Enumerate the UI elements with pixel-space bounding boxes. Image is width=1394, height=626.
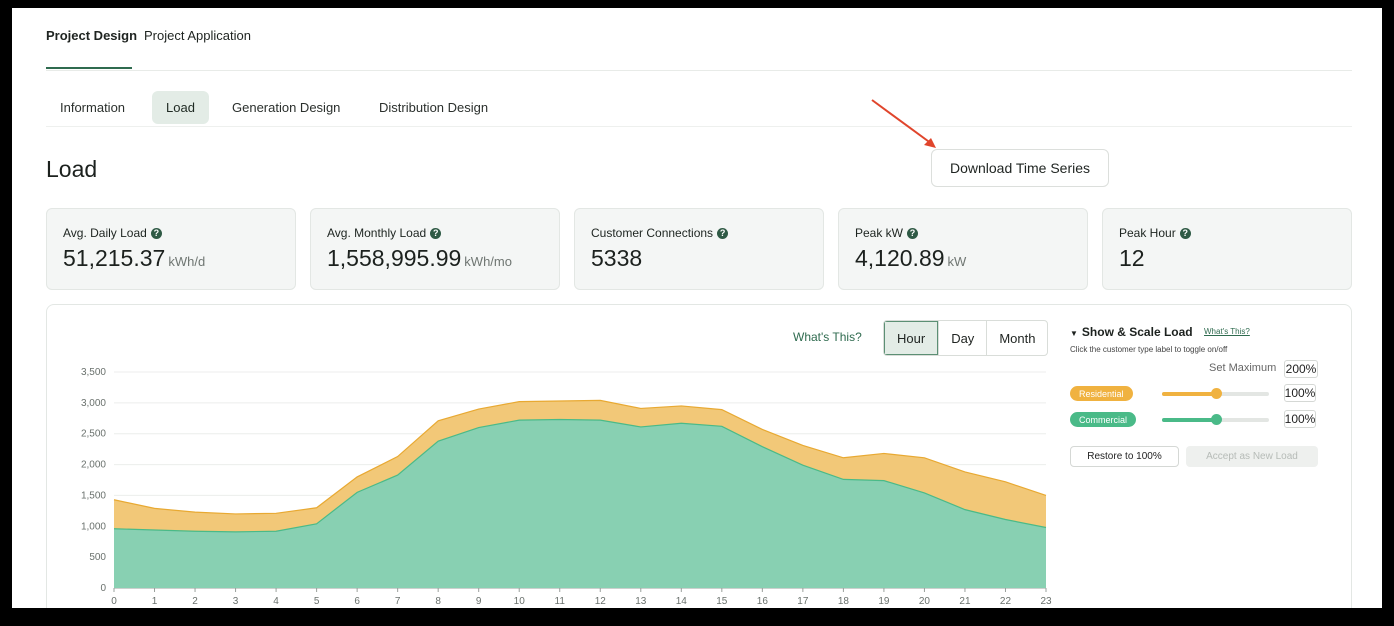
x-tick-label: 22 bbox=[1000, 596, 1012, 607]
subtab-generation-design[interactable]: Generation Design bbox=[232, 100, 341, 115]
scale-panel-title[interactable]: ▼ Show & Scale Load bbox=[1070, 325, 1193, 339]
commercial-slider[interactable] bbox=[1162, 414, 1269, 425]
set-maximum-label: Set Maximum bbox=[1209, 362, 1277, 374]
help-icon[interactable]: ? bbox=[430, 227, 442, 239]
x-tick-label: 11 bbox=[555, 596, 566, 607]
stat-value: 5338 bbox=[591, 245, 643, 271]
y-tick-label: 0 bbox=[100, 583, 106, 594]
top-nav: Project Design Project Application bbox=[46, 28, 1352, 71]
residential-slider-fill bbox=[1162, 392, 1216, 396]
series-line-commercial bbox=[113, 418, 1047, 533]
series-area-residential bbox=[114, 400, 1046, 532]
x-tick-label: 19 bbox=[878, 596, 890, 607]
scale-panel-hint: Click the customer type label to toggle … bbox=[1070, 345, 1228, 354]
x-tick-label: 23 bbox=[1040, 596, 1052, 607]
annotation-arrow-icon bbox=[871, 99, 936, 148]
stat-value: 51,215.37 bbox=[63, 245, 166, 271]
series-line-residential bbox=[113, 399, 1047, 515]
month-button[interactable]: Month bbox=[986, 321, 1047, 355]
help-icon[interactable]: ? bbox=[907, 227, 919, 239]
x-tick-label: 7 bbox=[395, 596, 401, 607]
y-tick-label: 2,000 bbox=[81, 460, 106, 471]
y-tick-label: 3,500 bbox=[81, 367, 106, 378]
x-tick-label: 21 bbox=[959, 596, 971, 607]
x-tick-label: 6 bbox=[354, 596, 360, 607]
sub-nav: Information Load Generation Design Distr… bbox=[46, 80, 1352, 127]
x-tick-label: 12 bbox=[595, 596, 607, 607]
x-tick-label: 13 bbox=[635, 596, 647, 607]
set-maximum-input[interactable]: 200% bbox=[1284, 360, 1318, 378]
stat-value: 4,120.89 bbox=[855, 245, 945, 271]
y-tick-label: 1,000 bbox=[81, 521, 106, 532]
stat-unit: kWh/d bbox=[168, 254, 206, 269]
x-tick-label: 2 bbox=[192, 596, 198, 607]
page-title: Load bbox=[46, 156, 98, 182]
stat-unit: kW bbox=[947, 254, 967, 269]
subtab-distribution-design[interactable]: Distribution Design bbox=[379, 100, 489, 115]
residential-percent-input[interactable]: 100% bbox=[1284, 384, 1316, 402]
residential-slider-handle[interactable] bbox=[1210, 388, 1222, 399]
help-icon[interactable]: ? bbox=[150, 227, 162, 239]
y-tick-label: 3,000 bbox=[81, 398, 106, 409]
x-tick-label: 4 bbox=[273, 596, 279, 607]
day-button[interactable]: Day bbox=[938, 321, 986, 355]
commercial-toggle[interactable]: Commercial bbox=[1070, 412, 1137, 427]
stat-card-avg-daily-load: Avg. Daily Load? 51,215.37 kWh/d bbox=[46, 208, 296, 290]
stat-card-avg-monthly-load: Avg. Monthly Load? 1,558,995.99 kWh/mo bbox=[310, 208, 560, 290]
stat-label: Peak kW bbox=[855, 226, 904, 240]
caret-down-icon: ▼ bbox=[1070, 329, 1078, 338]
granularity-toggle: Hour Day Month bbox=[883, 320, 1049, 356]
help-icon[interactable]: ? bbox=[717, 227, 729, 239]
stat-card-customer-connections: Customer Connections? 5338 bbox=[574, 208, 824, 290]
x-tick-label: 15 bbox=[716, 596, 728, 607]
x-tick-label: 9 bbox=[476, 596, 482, 607]
y-tick-label: 500 bbox=[89, 552, 106, 563]
commercial-slider-fill bbox=[1162, 418, 1216, 422]
stat-unit: kWh/mo bbox=[464, 254, 512, 269]
x-tick-label: 0 bbox=[111, 596, 117, 607]
x-tick-label: 20 bbox=[919, 596, 931, 607]
stat-label: Customer Connections bbox=[591, 226, 714, 240]
download-time-series-button[interactable]: Download Time Series bbox=[931, 149, 1109, 187]
hour-button[interactable]: Hour bbox=[884, 321, 939, 355]
active-tab-underline bbox=[46, 67, 132, 69]
residential-slider[interactable] bbox=[1162, 388, 1269, 399]
x-tick-label: 3 bbox=[233, 596, 239, 607]
scale-panel-title-text: Show & Scale Load bbox=[1081, 325, 1193, 339]
x-tick-label: 8 bbox=[435, 596, 441, 607]
tab-project-application[interactable]: Project Application bbox=[144, 28, 251, 43]
scale-whats-this-link[interactable]: What's This? bbox=[1204, 327, 1250, 336]
stat-card-peak-hour: Peak Hour? 12 bbox=[1102, 208, 1352, 290]
help-icon[interactable]: ? bbox=[1179, 227, 1191, 239]
whats-this-link[interactable]: What's This? bbox=[793, 330, 862, 344]
stat-label: Avg. Daily Load bbox=[63, 226, 147, 240]
residential-toggle[interactable]: Residential bbox=[1070, 386, 1133, 401]
stat-label: Avg. Monthly Load bbox=[327, 226, 427, 240]
app-frame: Project Design Project Application Infor… bbox=[12, 8, 1382, 608]
commercial-percent-input[interactable]: 100% bbox=[1284, 410, 1316, 428]
stat-label: Peak Hour bbox=[1119, 226, 1176, 240]
x-tick-label: 14 bbox=[676, 596, 688, 607]
y-tick-label: 1,500 bbox=[81, 490, 106, 501]
x-tick-label: 10 bbox=[514, 596, 526, 607]
accept-new-load-button[interactable]: Accept as New Load bbox=[1186, 446, 1318, 467]
series-area-commercial bbox=[114, 419, 1046, 588]
commercial-slider-handle[interactable] bbox=[1210, 414, 1222, 425]
tab-project-design[interactable]: Project Design bbox=[46, 28, 138, 43]
x-tick-label: 5 bbox=[314, 596, 320, 607]
x-tick-label: 17 bbox=[797, 596, 809, 607]
stat-card-peak-kw: Peak kW? 4,120.89 kW bbox=[838, 208, 1088, 290]
stat-value: 1,558,995.99 bbox=[327, 245, 462, 271]
restore-100-button[interactable]: Restore to 100% bbox=[1070, 446, 1179, 467]
x-tick-label: 16 bbox=[757, 596, 769, 607]
subtab-load[interactable]: Load bbox=[152, 91, 209, 124]
stat-value: 12 bbox=[1119, 245, 1145, 271]
x-tick-label: 18 bbox=[838, 596, 850, 607]
subtab-information[interactable]: Information bbox=[60, 100, 126, 115]
y-tick-label: 2,500 bbox=[81, 429, 106, 440]
x-tick-label: 1 bbox=[152, 596, 158, 607]
